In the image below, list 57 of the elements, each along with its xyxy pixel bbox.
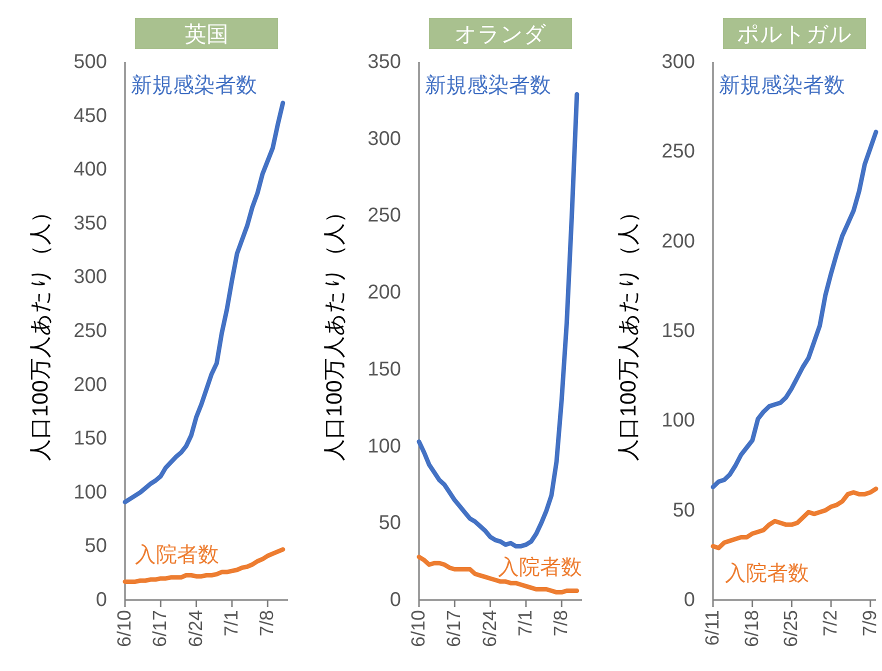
x-tick-label: 6/24 (480, 610, 501, 647)
x-tick-label: 6/10 (408, 610, 430, 647)
text: 新規感染者数 (719, 74, 845, 97)
y-tick-label: 50 (672, 499, 695, 522)
line-series (122, 100, 286, 504)
chart-title: オランダ (454, 22, 546, 46)
y-tick-label: 150 (662, 320, 695, 342)
y-tick-label: 350 (74, 212, 107, 234)
y-tick-label: 100 (662, 410, 695, 432)
y-tick-label: 150 (74, 428, 107, 450)
chart-title: 英国 (184, 22, 228, 46)
series-label: 新規感染者数 (131, 74, 257, 97)
y-axis-title: 人口100万人あたり（人） (616, 201, 640, 461)
y-tick-label: 300 (74, 266, 107, 288)
y-tick-label: 50 (84, 535, 107, 558)
x-tick-label: 7/1 (221, 610, 242, 636)
y-tick-label: 300 (662, 51, 695, 73)
line-series (710, 130, 878, 490)
y-tick-label: 400 (74, 158, 107, 181)
line-series (416, 554, 580, 595)
series-label: 入院者数 (135, 544, 219, 567)
y-tick-label: 200 (662, 230, 695, 252)
y-tick-label: 200 (74, 374, 107, 396)
x-tick-label: 7/8 (551, 610, 572, 636)
y-tick-label: 350 (368, 51, 401, 73)
x-tick-label: 6/25 (781, 610, 802, 647)
y-tick-label: 250 (74, 320, 107, 342)
x-tick-label: 7/9 (860, 610, 881, 636)
series-label: 新規感染者数 (425, 74, 551, 97)
y-axis-title: 人口100万人あたり（人） (28, 201, 52, 461)
y-tick-label: 300 (368, 128, 401, 150)
chart-title: ポルトガル (737, 22, 852, 46)
x-tick-label: 7/1 (515, 610, 536, 636)
series-label: 入院者数 (498, 556, 582, 579)
y-tick-label: 100 (74, 481, 107, 504)
y-tick-label: 0 (684, 589, 695, 611)
x-tick-label: 7/2 (820, 610, 842, 636)
y-axis-title: 人口100万人あたり（人） (322, 201, 346, 461)
x-tick-label: 6/24 (186, 610, 207, 647)
x-tick-label: 6/10 (114, 610, 136, 647)
x-tick-label: 6/17 (444, 610, 466, 647)
x-tick-label: 7/8 (257, 610, 278, 636)
y-tick-label: 250 (368, 204, 401, 227)
y-tick-label: 0 (390, 589, 401, 611)
y-tick-label: 100 (368, 435, 401, 458)
y-tick-label: 250 (662, 140, 695, 163)
y-tick-label: 50 (378, 512, 401, 534)
y-tick-label: 0 (96, 589, 107, 611)
line-series (710, 486, 878, 550)
series-label: 入院者数 (725, 562, 809, 586)
y-tick-label: 200 (368, 282, 401, 304)
y-tick-label: 450 (74, 104, 107, 127)
y-tick-label: 150 (368, 358, 401, 380)
x-tick-label: 6/17 (150, 610, 172, 647)
x-tick-label: 6/11 (702, 610, 724, 646)
y-tick-label: 500 (74, 51, 107, 73)
x-tick-label: 6/18 (742, 610, 763, 647)
